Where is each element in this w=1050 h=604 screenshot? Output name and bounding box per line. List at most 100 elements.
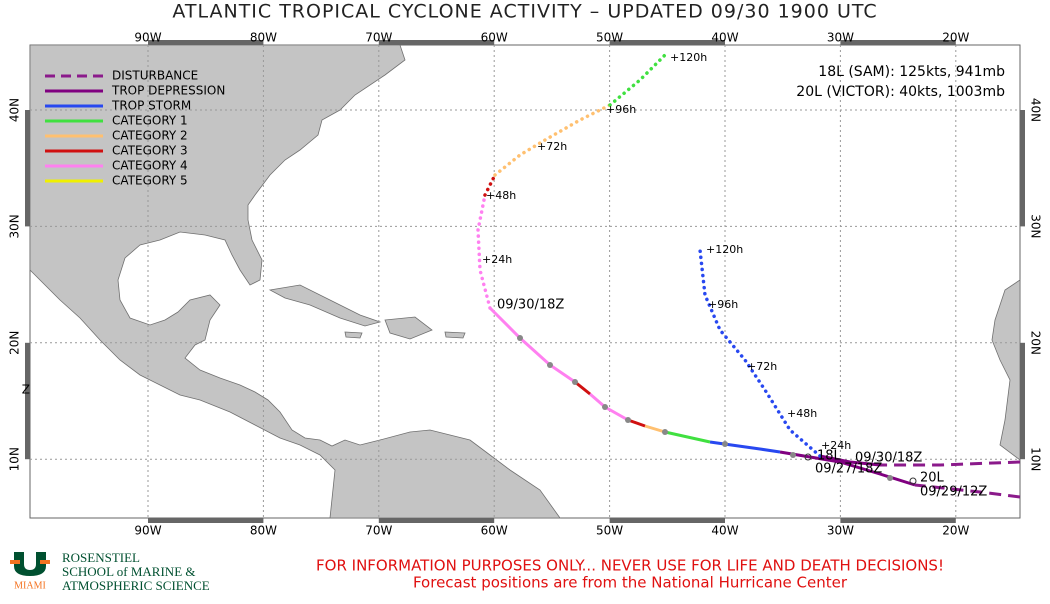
lon-label: 90W [134,524,161,538]
notice: FOR INFORMATION PURPOSES ONLY... NEVER U… [316,557,944,575]
legend-label: CATEGORY 1 [112,114,188,128]
storm-track [698,248,822,458]
legend-label: CATEGORY 5 [112,174,188,188]
track-point [572,379,578,385]
storm-marker [909,477,917,485]
institution: SCHOOL of MARINE & [62,564,196,579]
track-label: +24h [821,439,851,452]
lon-label: 80W [250,524,277,538]
legend-label: CATEGORY 4 [112,159,188,173]
lat-label: 10N [1029,447,1043,471]
track-point [547,362,553,368]
lon-label: 60W [481,31,508,45]
lon-label: 30W [827,31,854,45]
edge-label: Z [22,383,30,397]
track-label: +72h [537,140,567,153]
track-label: 09/30/18Z [855,451,922,466]
track-label: 18L [817,449,842,464]
legend-label: TROP STORM [111,99,191,113]
track-point [625,417,631,423]
lon-label: 80W [250,31,277,45]
lat-label: 40N [8,98,22,122]
track-label: +48h [787,407,817,420]
frame-bar [840,518,956,523]
legend-label: DISTURBANCE [112,69,198,83]
storm-track [627,418,646,428]
track-label: 20L [920,471,945,486]
legend-label: CATEGORY 3 [112,144,188,158]
track-point [602,404,608,410]
frame-bar [609,40,725,45]
storm-track [493,103,612,177]
storm-track [488,306,576,384]
tracks: +120h +96h +72h +48h +24h 09/30/18Z +120h +96h +… [476,51,1021,500]
lat-label: 30N [1029,214,1043,238]
graticule: 90W 90W 80W 80W 70W 70W 60W 60W 50W 50W 40W 40W 30W 3… [8,31,1043,538]
land [29,44,1021,519]
track-label: +24h [482,253,512,266]
legend-label: CATEGORY 2 [112,129,188,143]
institution: ROSENSTIEL [62,550,140,565]
logo [10,552,50,576]
lon-label: 70W [365,31,392,45]
storm-track [664,430,711,444]
track-label: 09/29/12Z [920,485,987,500]
lon-label: 70W [365,524,392,538]
institution: ATMOSPHERIC SCIENCE [62,578,210,593]
frame-bar [609,518,725,523]
lon-label: 50W [596,524,623,538]
track-point [887,475,893,481]
storm-track [880,460,1021,467]
lat-label: 20N [1029,331,1043,355]
lon-label: 40W [711,524,738,538]
track-label: +48h [486,189,516,202]
track-label: +120h [670,51,707,64]
storm-track [914,483,1021,499]
title: ATLANTIC TROPICAL CYCLONE ACTIVITY – UPD… [172,1,877,23]
storm-track [644,424,666,434]
storm-marker [804,453,812,461]
lat-label: 30N [8,214,22,238]
lon-label: 20W [942,524,969,538]
storm-track [476,193,492,310]
storm-info: 20L (VICTOR): 40kts, 1003mb [796,84,1005,100]
notice: Forecast positions are from the National… [413,574,848,592]
frame-bar [378,40,495,45]
storm-track [483,173,497,197]
track-label: +96h [606,103,636,116]
lat-label: 10N [8,447,22,471]
track-label: +120h [706,243,743,256]
frame-bar [378,518,495,523]
track-label: +72h [747,360,777,373]
lon-label: 20W [942,31,969,45]
lat-label: 40N [1029,98,1043,122]
frame-bar [1020,342,1025,460]
lon-label: 40W [711,31,738,45]
storm-track [574,380,591,396]
storm-track [779,450,916,487]
frame-bar [840,40,956,45]
track-point [662,429,668,435]
storm-info: 18L (SAM): 125kts, 941mb [818,64,1005,80]
frame-bar [148,40,264,45]
track-label: 09/27/18Z [815,462,882,477]
track-point [517,335,523,341]
storm-track [819,454,881,467]
legend-label: TROP DEPRESSION [111,84,225,98]
lat-label: 20N [8,331,22,355]
storm-track [608,53,667,107]
track-label: 09/30/18Z [497,298,564,313]
track-point [790,452,796,458]
lon-label: 60W [481,524,508,538]
logo-text: MIAMI [14,580,46,591]
frame-bar [25,110,30,227]
frame-bar [25,342,30,460]
frame-bar [148,518,264,523]
lon-label: 30W [827,524,854,538]
track-label: +96h [708,298,738,311]
lon-label: 50W [596,31,623,45]
lon-label: 90W [134,31,161,45]
frame-bar [1020,110,1025,227]
